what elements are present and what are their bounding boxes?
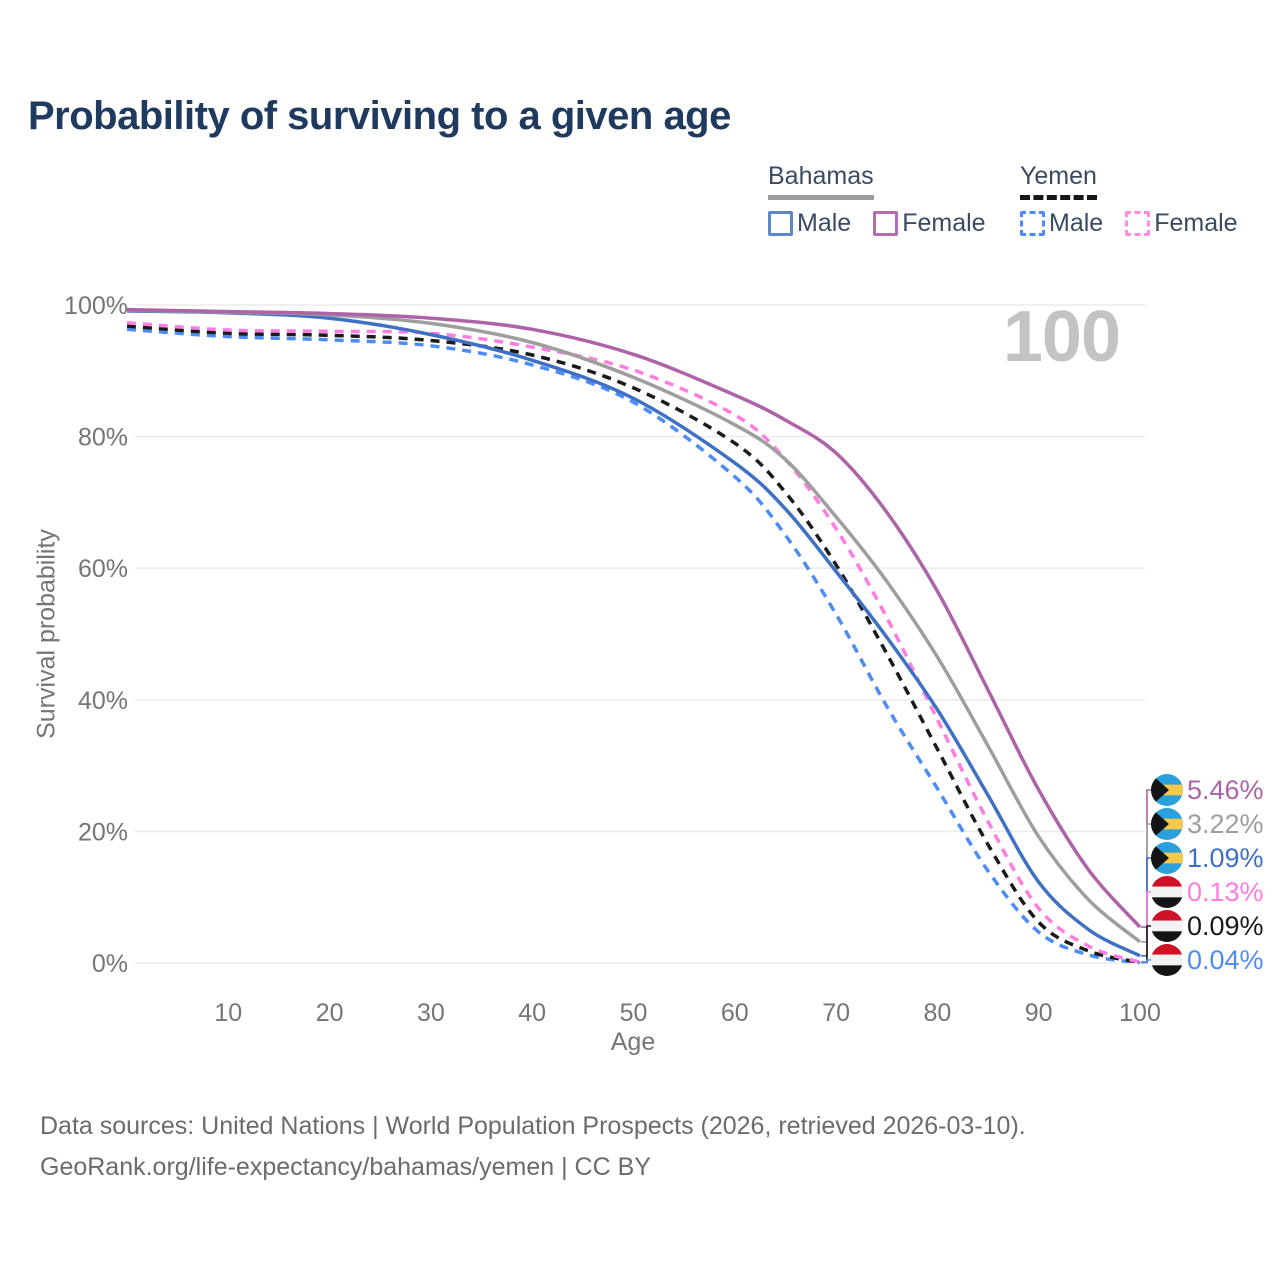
legend-swatch-bahamas-male [768, 211, 793, 236]
x-tick-label: 20 [316, 999, 344, 1027]
curve-yemen-female [126, 321, 1141, 964]
end-label-yemen-all: 0.09% [1187, 911, 1264, 941]
bahamas-flag-icon [1151, 774, 1183, 806]
legend-swatch-yemen-female [1125, 211, 1151, 236]
legend-label-bahamas-male: Male [797, 209, 852, 237]
legend-group-yemen: Yemen Male Female [1020, 162, 1238, 238]
legend-item-bahamas-male[interactable]: Male [768, 209, 851, 238]
legend-swatch-bahamas-female [873, 211, 899, 236]
x-tick-label: 30 [417, 999, 445, 1027]
curve-bahamas-female [126, 307, 1142, 929]
yemen-flag-icon [1151, 910, 1183, 942]
end-label-bahamas-male: 1.09% [1187, 843, 1264, 873]
x-tick-label: 60 [721, 999, 749, 1027]
x-tick-label: 100 [1119, 999, 1161, 1027]
bahamas-flag-icon [1151, 808, 1183, 840]
legend-label-yemen-female: Female [1154, 209, 1238, 237]
legend-country-yemen: Yemen [1020, 162, 1097, 200]
y-tick-label: 60% [78, 555, 128, 583]
page-title: Probability of surviving to a given age [28, 94, 731, 138]
end-label-yemen-male: 0.04% [1187, 945, 1264, 975]
curve-yemen-male [126, 327, 1141, 965]
x-tick-label: 50 [620, 999, 648, 1027]
legend-label-yemen-male: Male [1049, 209, 1104, 237]
y-tick-label: 80% [78, 424, 128, 452]
y-axis-title: Survival probability [32, 529, 61, 739]
yemen-flag-icon [1151, 876, 1183, 908]
legend: Bahamas Male Female Yemen Male [0, 0, 1280, 260]
x-tick-label: 90 [1025, 999, 1053, 1027]
y-tick-label: 40% [78, 687, 128, 715]
x-tick-label: 40 [518, 999, 546, 1027]
age-watermark: 100 [1002, 297, 1121, 377]
curve-yemen-all [126, 324, 1141, 965]
x-tick-label: 70 [822, 999, 850, 1027]
end-label-bahamas-all: 3.22% [1187, 809, 1264, 839]
legend-group-bahamas: Bahamas Male Female [768, 162, 986, 238]
y-tick-label: 100% [64, 292, 128, 320]
x-tick-label: 80 [923, 999, 951, 1027]
footer-attribution: GeoRank.org/life-expectancy/bahamas/yeme… [40, 1153, 651, 1181]
curve-bahamas-male [126, 309, 1141, 958]
footer: Data sources: United Nations | World Pop… [40, 1106, 1026, 1188]
y-tick-label: 0% [92, 950, 128, 978]
footer-sources: Data sources: United Nations | World Pop… [40, 1112, 1026, 1140]
yemen-flag-icon [1151, 944, 1183, 976]
end-connector-yemen-male [1141, 959, 1151, 964]
legend-swatch-yemen-male [1020, 211, 1045, 236]
end-connector-bahamas-all [1141, 823, 1151, 943]
legend-label-bahamas-female: Female [902, 209, 986, 237]
legend-item-yemen-female[interactable]: Female [1125, 209, 1238, 238]
x-tick-label: 10 [214, 999, 242, 1027]
y-tick-label: 20% [78, 818, 128, 846]
legend-item-yemen-male[interactable]: Male [1020, 209, 1103, 238]
legend-item-bahamas-female[interactable]: Female [873, 209, 986, 238]
end-connector-yemen-all [1141, 925, 1151, 964]
bahamas-flag-icon [1151, 842, 1183, 874]
end-label-bahamas-female: 5.46% [1187, 775, 1264, 805]
x-axis-title: Age [610, 1028, 656, 1056]
end-label-yemen-female: 0.13% [1187, 877, 1264, 907]
legend-country-bahamas: Bahamas [768, 162, 874, 200]
